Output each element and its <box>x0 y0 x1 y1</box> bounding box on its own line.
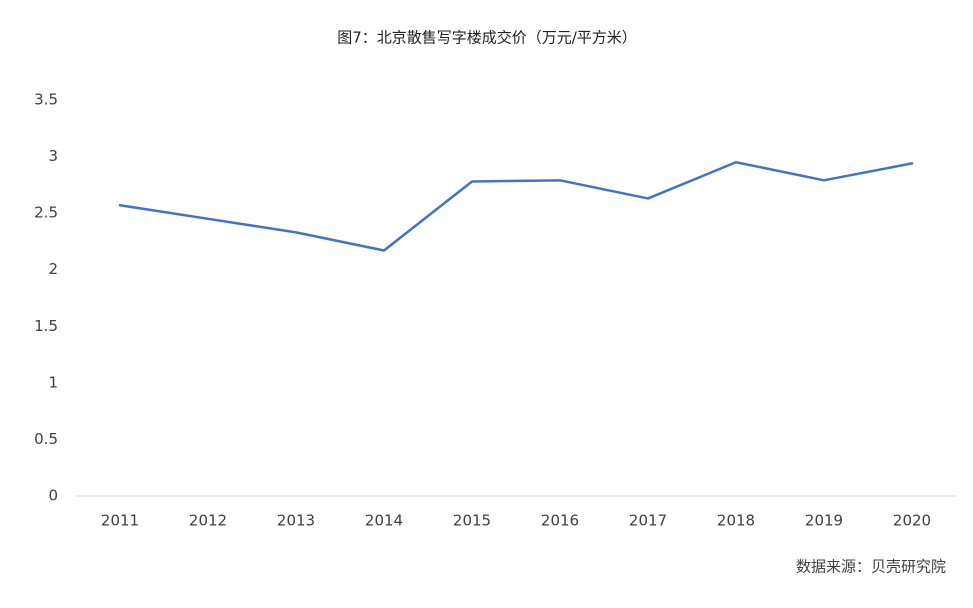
y-tick-label: 1.5 <box>34 317 58 335</box>
x-tick-label: 2012 <box>189 512 227 530</box>
x-tick-label: 2020 <box>893 512 931 530</box>
source-note: 数据来源：贝壳研究院 <box>796 558 946 576</box>
x-tick-label: 2016 <box>541 512 579 530</box>
y-tick-label: 2.5 <box>34 204 58 222</box>
y-tick-label: 0.5 <box>34 430 58 448</box>
y-tick-label: 0 <box>48 487 58 505</box>
x-tick-label: 2019 <box>805 512 843 530</box>
y-tick-label: 3.5 <box>34 91 58 109</box>
x-tick-label: 2017 <box>629 512 667 530</box>
x-tick-label: 2015 <box>453 512 491 530</box>
y-tick-label: 2 <box>48 260 58 278</box>
chart-title: 图7：北京散售写字楼成交价（万元/平方米） <box>337 29 637 47</box>
line-series <box>118 160 914 252</box>
x-tick-label: 2013 <box>277 512 315 530</box>
x-tick-label: 2014 <box>365 512 403 530</box>
y-tick-label: 3 <box>48 147 58 165</box>
x-tick-label: 2011 <box>101 512 139 530</box>
y-tick-label: 1 <box>48 373 58 391</box>
x-tick-label: 2018 <box>717 512 755 530</box>
